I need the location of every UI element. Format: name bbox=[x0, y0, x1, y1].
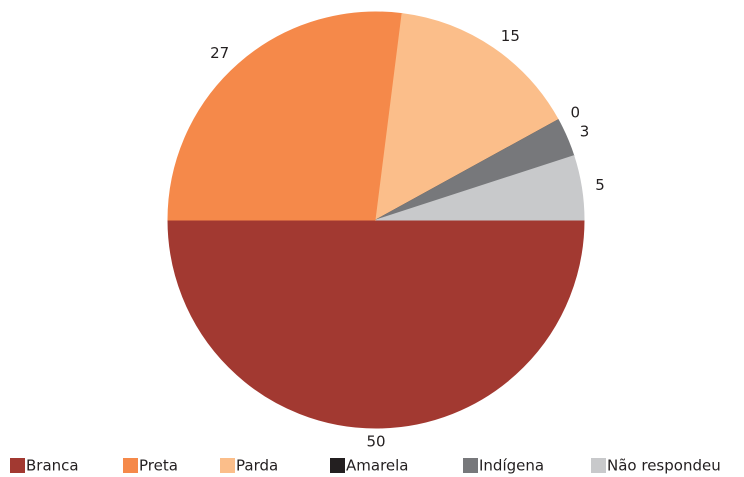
legend-label: Indígena bbox=[479, 457, 544, 475]
slice-label: 27 bbox=[210, 44, 229, 62]
pie-slice bbox=[375, 13, 559, 221]
legend-label: Amarela bbox=[346, 457, 409, 475]
pie-slice bbox=[167, 11, 403, 221]
legend-label: Não respondeu bbox=[607, 457, 721, 475]
legend-swatch bbox=[463, 458, 478, 473]
legend-label: Preta bbox=[139, 457, 178, 475]
pie-slice bbox=[167, 219, 585, 429]
slice-label: 50 bbox=[366, 433, 385, 451]
legend-swatch bbox=[10, 458, 25, 473]
legend-swatch bbox=[123, 458, 138, 473]
pie-slice bbox=[375, 155, 585, 221]
slice-label: 3 bbox=[580, 122, 590, 140]
legend-label: Parda bbox=[236, 457, 278, 475]
legend-swatch bbox=[330, 458, 345, 473]
legend-label: Branca bbox=[26, 457, 79, 475]
legend-swatch bbox=[591, 458, 606, 473]
legend-swatch bbox=[220, 458, 235, 473]
slice-label: 5 bbox=[595, 176, 605, 194]
slice-label: 15 bbox=[501, 27, 520, 45]
slice-label: 0 bbox=[571, 104, 581, 122]
